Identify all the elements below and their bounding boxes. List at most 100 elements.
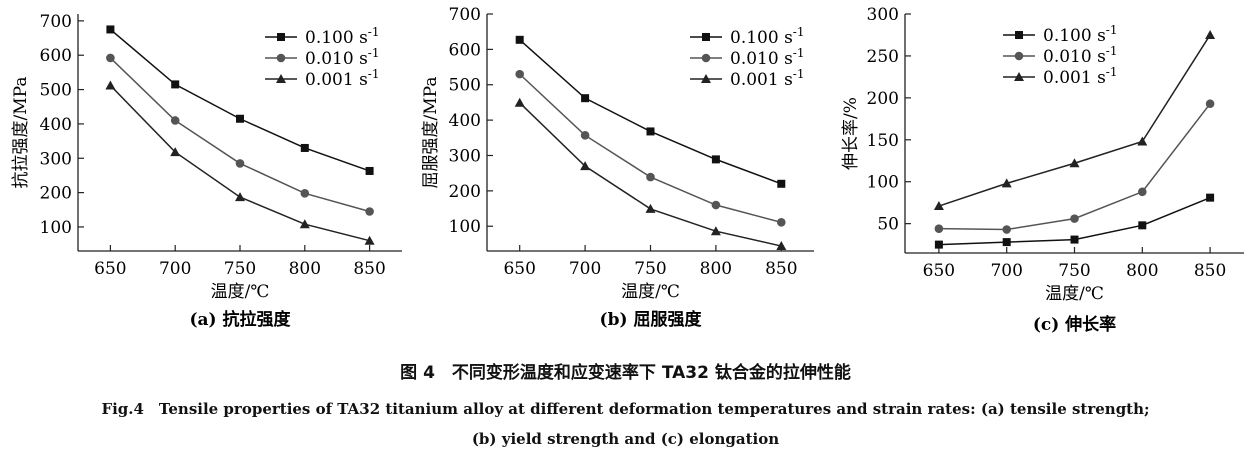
data-point-circle xyxy=(170,116,180,125)
y-tick-label: 300 xyxy=(449,146,481,166)
x-axis-label: 温度/℃ xyxy=(1045,284,1104,304)
data-point-triangle xyxy=(1137,136,1148,146)
legend-marker-circle xyxy=(1014,51,1024,61)
panel-label: (c) 伸长率 xyxy=(1033,314,1116,335)
data-point-circle xyxy=(1002,225,1011,234)
data-point-square xyxy=(1002,238,1011,247)
figure-caption-chinese: 图 4 不同变形温度和应变速率下 TA32 钛合金的拉伸性能 xyxy=(400,363,851,383)
data-point-square xyxy=(300,143,309,152)
legend-label: 0.100 s-1 xyxy=(305,25,380,48)
legend-label: 0.100 s-1 xyxy=(730,25,805,48)
legend-label: 0.010 s-1 xyxy=(1043,44,1118,67)
x-tick-label: 700 xyxy=(990,261,1022,281)
legend-marker-square xyxy=(702,33,710,41)
x-tick-label: 650 xyxy=(94,259,126,279)
y-tick-label: 250 xyxy=(867,47,899,67)
data-point-circle xyxy=(646,172,655,182)
data-point-square xyxy=(934,240,943,249)
x-tick-label: 800 xyxy=(1126,261,1158,281)
x-tick-label: 850 xyxy=(353,259,385,279)
data-point-triangle xyxy=(170,147,181,157)
data-point-square xyxy=(777,179,786,188)
chart-panel-3: 50 100 150 200 250 300 650 700 750 800 850 温度/℃ 伸长率/… xyxy=(841,5,1244,335)
legend-marker-triangle xyxy=(701,74,711,83)
y-tick-label: 500 xyxy=(40,81,72,101)
x-tick-label: 750 xyxy=(224,259,256,279)
data-point-circle xyxy=(1070,214,1079,223)
data-point-circle xyxy=(580,131,590,140)
data-point-square xyxy=(106,25,115,34)
x-tick-label: 650 xyxy=(503,259,535,279)
y-axis-label: 屈服强度/MPa xyxy=(421,77,441,189)
y-tick-label: 300 xyxy=(867,5,899,25)
data-point-square xyxy=(646,127,655,136)
panel-label: (a) 抗拉强度 xyxy=(189,309,291,330)
x-tick-label: 850 xyxy=(1194,261,1226,281)
y-tick-label: 600 xyxy=(40,46,72,66)
legend-label: 0.001 s-1 xyxy=(1043,65,1118,88)
y-tick-label: 100 xyxy=(449,217,481,237)
x-tick-label: 850 xyxy=(765,259,797,279)
data-point-triangle xyxy=(1069,158,1080,168)
data-point-triangle xyxy=(235,192,245,202)
legend-marker-circle xyxy=(701,53,711,63)
data-point-triangle xyxy=(299,219,310,229)
figure-caption-english-line1: Fig.4 Tensile properties of TA32 titaniu… xyxy=(101,400,1150,418)
y-tick-label: 700 xyxy=(449,5,481,25)
legend-marker-triangle xyxy=(276,74,286,83)
y-tick-label: 100 xyxy=(867,173,899,193)
x-tick-label: 700 xyxy=(569,259,601,279)
legend-marker-triangle xyxy=(1014,72,1024,81)
x-tick-label: 750 xyxy=(1058,261,1090,281)
legend-label: 0.010 s-1 xyxy=(730,46,805,69)
y-tick-label: 50 xyxy=(877,215,899,235)
legend-marker-circle xyxy=(276,53,286,63)
figure: 100 200 300 400 500 600 700 650 700 750 800 850 温度/℃… xyxy=(11,5,1244,335)
data-point-circle xyxy=(934,224,944,233)
x-tick-label: 750 xyxy=(634,259,666,279)
data-point-square xyxy=(236,114,244,123)
data-point-triangle xyxy=(710,226,721,236)
legend-marker-square xyxy=(1015,31,1023,39)
x-tick-label: 800 xyxy=(289,259,321,279)
data-point-triangle xyxy=(580,161,591,171)
y-axis-label: 伸长率/% xyxy=(841,97,861,170)
y-tick-label: 400 xyxy=(40,115,72,135)
data-point-circle xyxy=(515,69,524,79)
y-tick-label: 400 xyxy=(449,111,481,131)
data-point-triangle xyxy=(1205,29,1216,39)
panel-label: (b) 屈服强度 xyxy=(600,309,703,330)
x-tick-label: 650 xyxy=(923,261,955,281)
x-tick-label: 800 xyxy=(700,259,732,279)
y-tick-label: 200 xyxy=(867,89,899,109)
y-tick-label: 300 xyxy=(40,149,72,169)
y-tick-label: 700 xyxy=(40,12,72,32)
legend-label: 0.001 s-1 xyxy=(730,67,805,90)
data-point-circle xyxy=(777,218,786,227)
data-point-square xyxy=(1070,235,1079,244)
x-tick-label: 700 xyxy=(159,259,191,279)
data-point-triangle xyxy=(645,203,656,213)
data-point-triangle xyxy=(364,235,375,245)
data-point-circle xyxy=(1138,187,1147,197)
chart-panel-2: 100 200 300 400 500 600 700 650 700 750 800 850 温度/℃… xyxy=(421,5,814,330)
y-tick-label: 200 xyxy=(449,182,481,202)
data-point-triangle xyxy=(776,241,787,251)
legend-label: 0.001 s-1 xyxy=(305,67,380,90)
y-tick-label: 150 xyxy=(867,131,899,151)
data-point-triangle xyxy=(1001,178,1012,188)
series-line-circle xyxy=(519,73,782,224)
y-tick-label: 200 xyxy=(40,184,72,204)
data-point-square xyxy=(1138,221,1147,230)
legend-label: 0.010 s-1 xyxy=(305,46,380,69)
x-axis-label: 温度/℃ xyxy=(621,282,680,302)
x-axis-label: 温度/℃ xyxy=(211,282,270,302)
y-tick-label: 500 xyxy=(449,76,481,96)
data-point-circle xyxy=(106,53,115,63)
data-point-circle xyxy=(365,207,374,216)
data-point-triangle xyxy=(105,80,116,90)
data-point-square xyxy=(581,94,590,103)
data-point-square xyxy=(365,166,374,175)
data-point-triangle xyxy=(933,201,944,211)
data-point-square xyxy=(711,155,720,164)
